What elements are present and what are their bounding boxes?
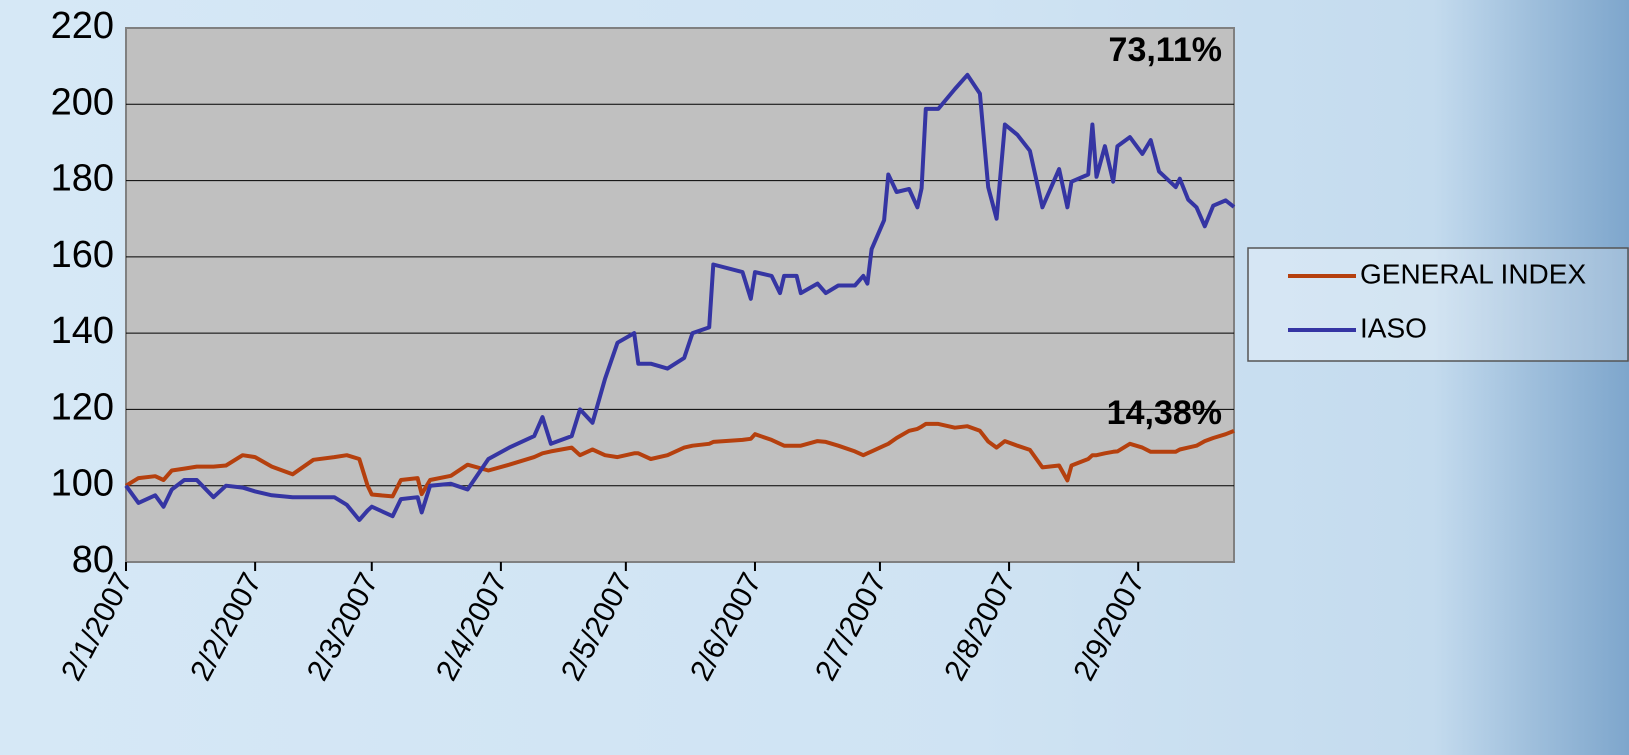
series-line — [124, 72, 1236, 522]
y-tick-label: 160 — [51, 234, 114, 276]
y-tick-label: 120 — [51, 386, 114, 428]
x-tick-label: 2/1/2007 — [55, 568, 139, 687]
x-tick-label: 2/9/2007 — [1067, 568, 1151, 687]
y-tick-label: 80 — [72, 539, 114, 581]
x-tick-label: 2/6/2007 — [684, 568, 768, 687]
end-label: 14,38% — [1107, 394, 1222, 432]
x-tick-label: 2/3/2007 — [301, 568, 385, 687]
x-tick-label: 2/8/2007 — [938, 568, 1022, 687]
x-tick-label: 2/2/2007 — [184, 568, 268, 687]
y-tick-label: 200 — [51, 81, 114, 123]
legend-box — [1247, 247, 1629, 362]
legend-label: IASO — [1360, 312, 1427, 343]
legend-label: GENERAL INDEX — [1360, 258, 1586, 289]
x-tick-label: 2/4/2007 — [430, 568, 514, 687]
y-tick-label: 180 — [51, 158, 114, 200]
y-tick-label: 220 — [51, 5, 114, 47]
series-line — [124, 421, 1235, 499]
x-tick-label: 2/7/2007 — [809, 568, 893, 687]
y-tick-label: 140 — [51, 310, 114, 352]
x-tick-label: 2/5/2007 — [555, 568, 639, 687]
plot-area — [125, 27, 1235, 563]
end-label: 73,11% — [1109, 31, 1222, 69]
y-tick-label: 100 — [51, 463, 114, 505]
